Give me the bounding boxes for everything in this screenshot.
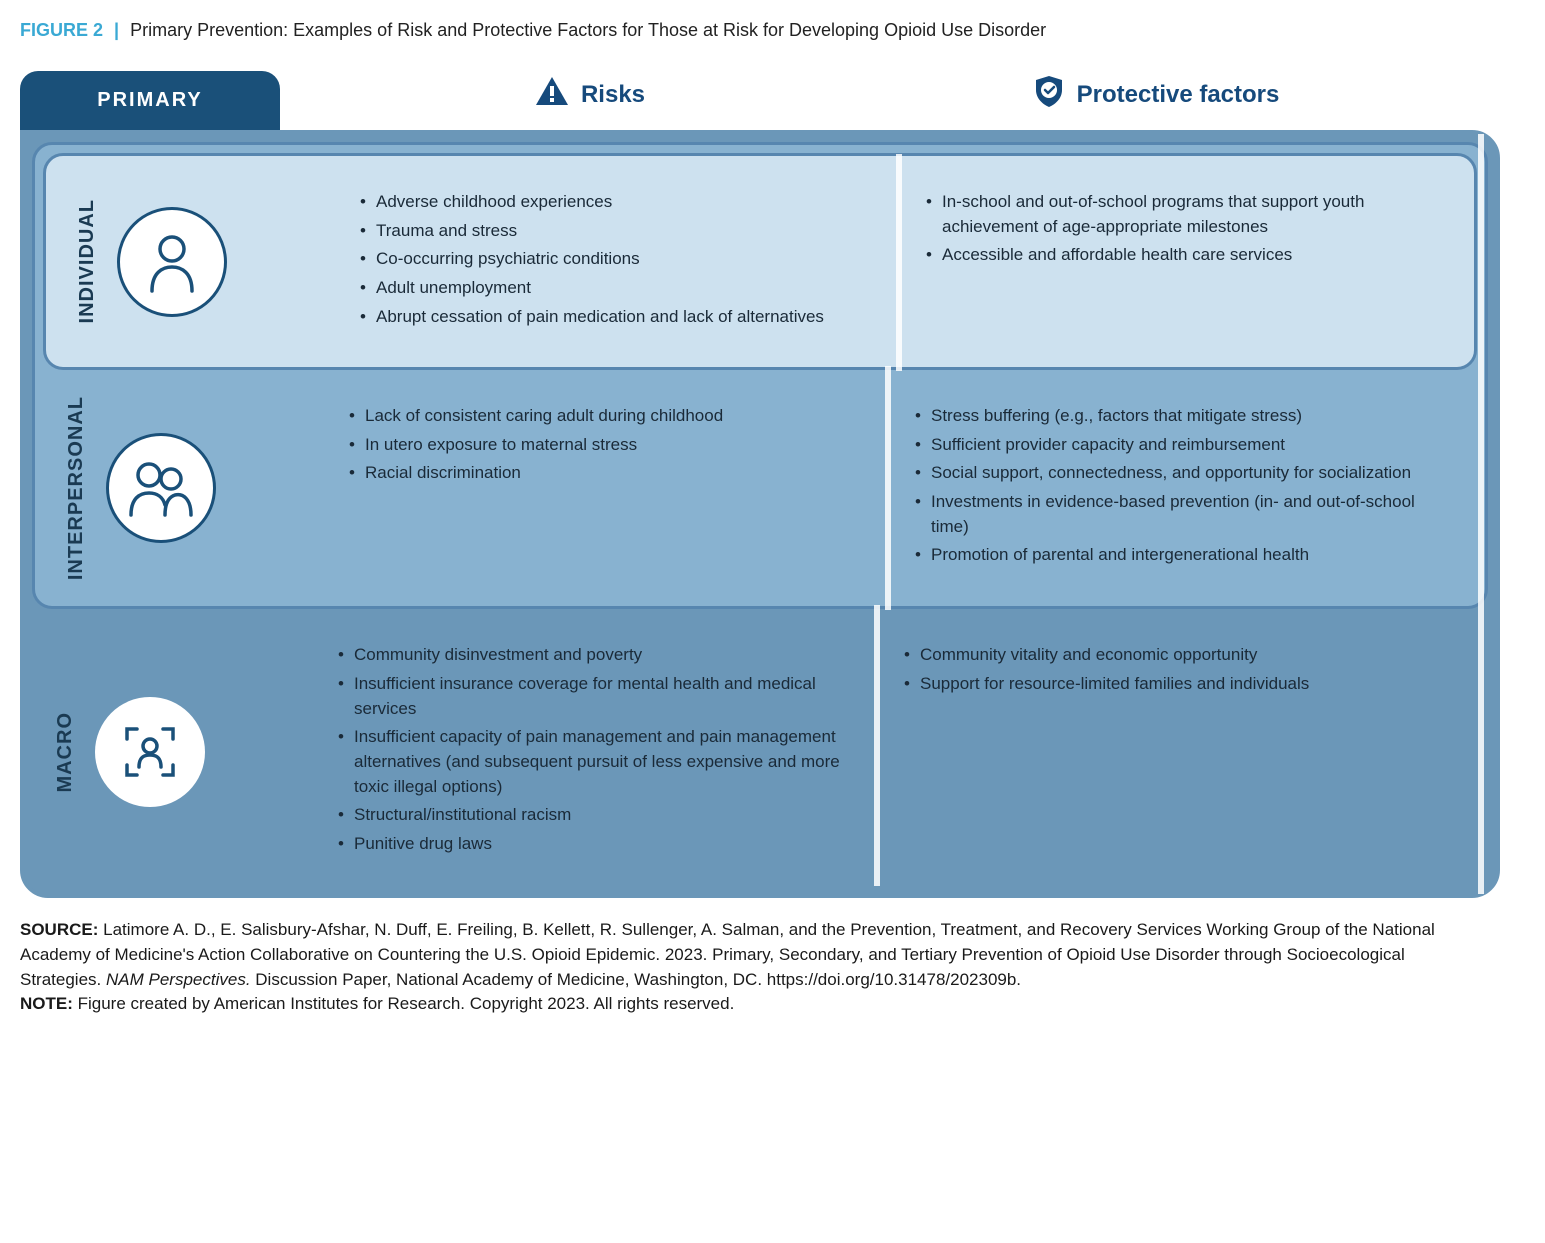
focus-person-icon [95,697,205,807]
list-item: Trauma and stress [360,219,868,244]
list-item: Accessible and affordable health care se… [926,243,1434,268]
row-individual-labelcell: INDIVIDUAL [66,182,336,341]
divider-line [896,154,902,371]
list-item: In utero exposure to maternal stress [349,433,857,458]
divider-cell [896,182,902,341]
list-item: Insufficient capacity of pain management… [338,725,846,799]
individual-protective-list: In-school and out-of-school programs tha… [926,190,1434,268]
figure-label: FIGURE 2 [20,20,103,40]
divider-cell [885,396,891,580]
list-item: Lack of consistent caring adult during c… [349,404,857,429]
row-interpersonal-labelcell: INTERPERSONAL [55,396,325,580]
risks-header: Risks [310,76,870,125]
row-macro-label: MACRO [54,712,77,793]
source-label: SOURCE: [20,920,98,939]
figure-title-text: Primary Prevention: Examples of Risk and… [130,20,1046,40]
list-item: Punitive drug laws [338,832,846,857]
list-item: Stress buffering (e.g., factors that mit… [915,404,1423,429]
note-line: NOTE: Figure created by American Institu… [20,992,1480,1017]
protective-header-label: Protective factors [1077,81,1280,109]
divider-line [885,366,891,610]
macro-protective-list: Community vitality and economic opportun… [904,643,1412,696]
interpersonal-protective: Stress buffering (e.g., factors that mit… [891,396,1451,580]
list-item: Social support, connectedness, and oppor… [915,461,1423,486]
row-macro-labelcell: MACRO [44,635,314,868]
list-item: Adverse childhood experiences [360,190,868,215]
list-item: Insufficient insurance coverage for ment… [338,672,846,721]
list-item: In-school and out-of-school programs tha… [926,190,1434,239]
figure-separator: | [114,20,119,40]
list-item: Co-occurring psychiatric conditions [360,247,868,272]
person-icon [117,207,227,317]
source-line: SOURCE: Latimore A. D., E. Salisbury-Afs… [20,918,1480,992]
row-macro: MACRO Community disinvestment and [32,617,1488,886]
primary-tab-wrap: PRIMARY [20,71,310,130]
note-label: NOTE: [20,994,73,1013]
list-item: Sufficient provider capacity and reimbur… [915,433,1423,458]
list-item: Community vitality and economic opportun… [904,643,1412,668]
row-individual-label: INDIVIDUAL [76,199,99,323]
people-icon [106,433,216,543]
body-frame: INDIVIDUAL Adverse childhood experiences… [20,130,1500,898]
individual-risks-list: Adverse childhood experiences Trauma and … [360,190,868,329]
row-interpersonal-label: INTERPERSONAL [65,396,88,580]
list-item: Structural/institutional racism [338,803,846,828]
row-individual: INDIVIDUAL Adverse childhood experiences… [54,164,1466,359]
interpersonal-risks: Lack of consistent caring adult during c… [325,396,885,580]
primary-tab: PRIMARY [20,71,280,130]
figure-title: FIGURE 2 | Primary Prevention: Examples … [20,20,1525,41]
note-text: Figure created by American Institutes fo… [73,994,734,1013]
list-item: Racial discrimination [349,461,857,486]
warning-icon [535,76,569,113]
macro-risks: Community disinvestment and poverty Insuf… [314,635,874,868]
individual-frame: INDIVIDUAL Adverse childhood experiences… [43,153,1477,370]
source-italic: NAM Perspectives. [106,970,251,989]
list-item: Investments in evidence-based prevention… [915,490,1423,539]
list-item: Adult unemployment [360,276,868,301]
protective-header: Protective factors [876,74,1436,127]
shield-check-icon [1033,74,1065,115]
source-text-2: Discussion Paper, National Academy of Me… [251,970,1022,989]
source-block: SOURCE: Latimore A. D., E. Salisbury-Afs… [20,918,1480,1017]
risks-header-label: Risks [581,81,645,109]
macro-protective: Community vitality and economic opportun… [880,635,1440,868]
individual-risks: Adverse childhood experiences Trauma and … [336,182,896,341]
list-item: Support for resource-limited families an… [904,672,1412,697]
individual-protective: In-school and out-of-school programs tha… [902,182,1462,341]
list-item: Abrupt cessation of pain medication and … [360,305,868,330]
interpersonal-risks-list: Lack of consistent caring adult during c… [349,404,857,486]
interpersonal-protective-list: Stress buffering (e.g., factors that mit… [915,404,1423,568]
header-row: PRIMARY Risks Protective factors [20,71,1500,130]
list-item: Community disinvestment and poverty [338,643,846,668]
interpersonal-frame: INDIVIDUAL Adverse childhood experiences… [32,142,1488,609]
row-interpersonal: INTERPERSONAL Lack of consistent caring … [43,378,1477,598]
figure-body: PRIMARY Risks Protective factors [20,71,1500,898]
list-item: Promotion of parental and intergeneratio… [915,543,1423,568]
divider-cell [874,635,880,868]
macro-risks-list: Community disinvestment and poverty Insuf… [338,643,846,856]
divider-line [874,605,880,886]
